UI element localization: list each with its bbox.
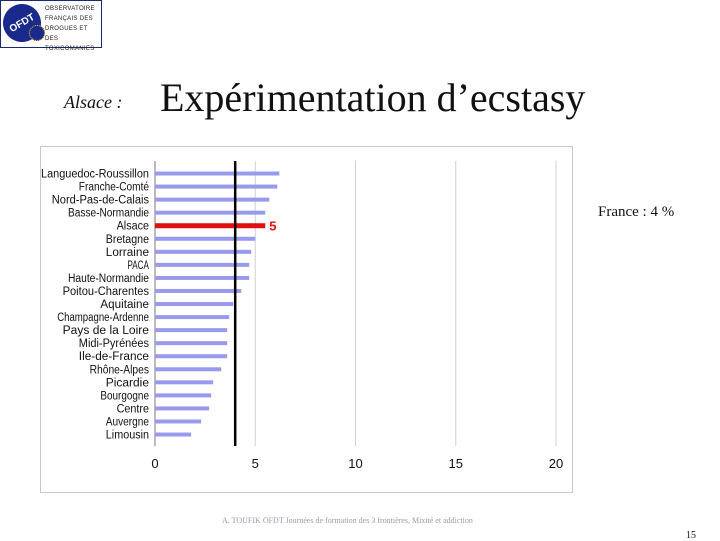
category-label: PACA (127, 260, 149, 272)
bar (155, 210, 266, 215)
eu-stars-icon (29, 25, 45, 41)
logo-line: OBSERVATOIRE (45, 6, 95, 12)
bar (155, 288, 242, 293)
bar (155, 236, 256, 241)
category-label: Basse-Normandie (68, 208, 149, 220)
ofdt-logo: OFDT OBSERVATOIRE FRANÇAIS DES DROGUES E… (0, 0, 102, 52)
bar (155, 380, 214, 385)
page-number: 15 (686, 530, 696, 541)
bar (155, 432, 192, 437)
category-label: Pays de la Loire (63, 325, 149, 337)
category-label: Limousin (106, 430, 149, 442)
bar (155, 393, 212, 398)
category-label: Ile-de-France (79, 351, 149, 363)
category-label: Aquitaine (100, 299, 149, 311)
bar (155, 315, 230, 320)
bar (155, 341, 228, 346)
category-label: Centre (117, 403, 149, 415)
bar (155, 419, 202, 424)
category-label: Languedoc-Roussillon (41, 169, 149, 181)
bar (155, 354, 228, 359)
bar (155, 406, 210, 411)
category-label: Picardie (106, 377, 149, 389)
x-tick-label: 0 (151, 456, 158, 471)
highlight-value-label: 5 (269, 219, 276, 234)
category-label: Poitou-Charentes (63, 286, 150, 298)
logo-text: OBSERVATOIRE FRANÇAIS DES DROGUES ET DES… (45, 4, 101, 54)
bar (155, 171, 280, 176)
highlight-bar (155, 223, 266, 229)
bar-chart: Languedoc-RoussillonFranche-ComtéNord-Pa… (41, 161, 563, 471)
footer-credit: A. TOUFIK OFDT Journées de formation des… (222, 516, 473, 525)
x-tick-label: 20 (549, 456, 563, 471)
category-label: Haute-Normandie (68, 273, 149, 285)
category-label: Nord-Pas-de-Calais (52, 195, 149, 207)
bar (155, 184, 278, 189)
region-label: Alsace : (64, 92, 123, 112)
bar (155, 197, 270, 202)
bar (155, 262, 250, 267)
category-label: Bretagne (106, 234, 149, 246)
category-label: Lorraine (106, 247, 149, 259)
logo-line: FRANÇAIS DES (45, 16, 93, 22)
category-label: Bourgogne (100, 390, 149, 402)
category-label: Champagne-Ardenne (57, 312, 149, 324)
slide-title: Expérimentation d’ecstasy (160, 75, 586, 120)
category-label: Auvergne (106, 416, 149, 428)
bar (155, 367, 222, 372)
category-label: Alsace (117, 221, 149, 233)
france-average-label: France : 4 % (598, 204, 675, 220)
category-label: Rhône-Alpes (90, 364, 150, 376)
x-tick-label: 5 (252, 456, 259, 471)
x-tick-label: 10 (348, 456, 362, 471)
bar (155, 302, 234, 307)
ofdt-badge-icon: OFDT (0, 0, 48, 49)
logo-line: TOXICOMANIES (45, 46, 95, 52)
bar (155, 249, 252, 254)
x-tick-label: 15 (449, 456, 463, 471)
category-label: Midi-Pyrénées (79, 338, 149, 350)
chart-frame: Languedoc-Roussillon Franche-Comté Nord-Pa… (40, 146, 573, 493)
category-label: Franche-Comté (79, 182, 149, 194)
bar (155, 275, 250, 280)
logo-line: DROGUES ET DES (45, 26, 88, 42)
bar (155, 328, 228, 333)
